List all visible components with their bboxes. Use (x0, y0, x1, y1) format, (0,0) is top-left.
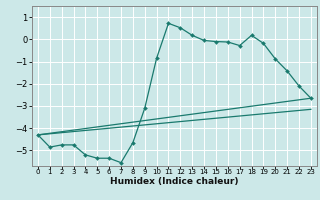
X-axis label: Humidex (Indice chaleur): Humidex (Indice chaleur) (110, 177, 239, 186)
